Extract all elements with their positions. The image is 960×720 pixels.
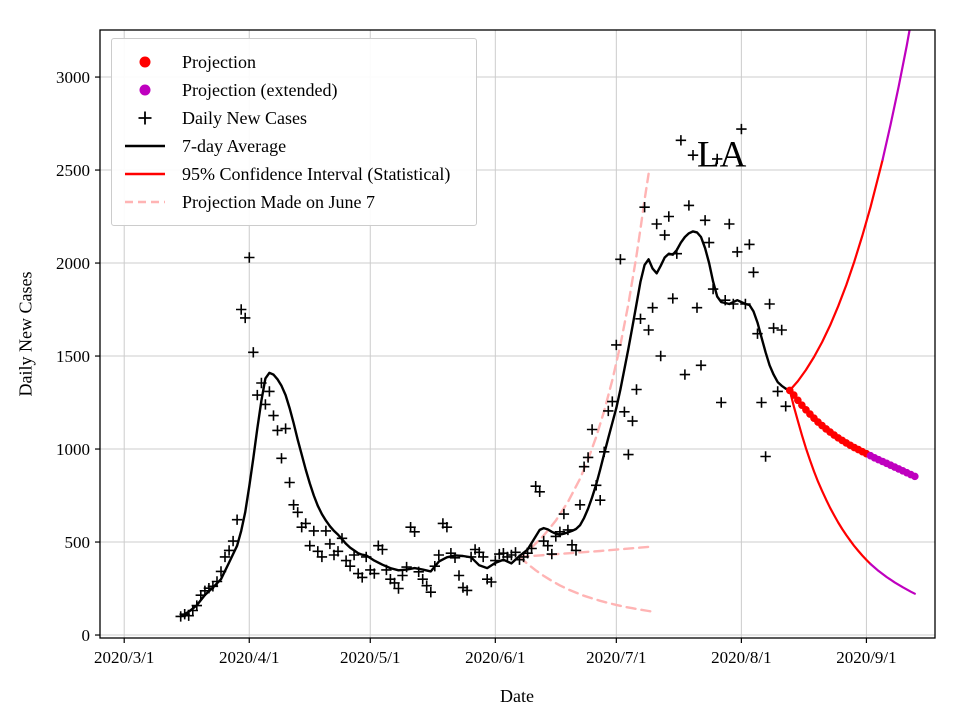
legend-label: 95% Confidence Interval (Statistical) [182,163,451,184]
y-tick-label: 1500 [56,347,90,366]
legend-label: Projection [182,51,256,72]
legend-plus-icon [138,111,152,125]
legend-item: Projection [122,48,450,76]
june7-projection-lower-line [518,555,654,613]
legend-item: 7-day Average [122,132,450,160]
la-annotation: LA [697,134,747,175]
legend-dash-icon [125,200,165,204]
y-tick-label: 1000 [56,440,90,459]
y-tick-label: 3000 [56,68,90,87]
daily-cases-scatter [175,123,791,622]
ci-upper-line [788,158,884,392]
x-axis-label: Date [500,686,534,706]
projection-extended-dots [866,451,919,481]
june7-projection-mid-line [518,545,650,559]
x-tick-label: 2020/9/1 [836,648,896,667]
legend: Projection Projection (extended) Daily New… [111,38,478,226]
x-tick-label: 2020/3/1 [94,648,154,667]
x-tick-label: 2020/5/1 [340,648,400,667]
legend-item: Daily New Cases [122,104,450,132]
legend-item: 95% Confidence Interval (Statistical) [122,160,450,188]
legend-dot-icon [139,84,151,96]
y-tick-label: 0 [82,626,91,645]
x-tick-label: 2020/4/1 [219,648,279,667]
ci-upper-extended-line [881,30,911,161]
legend-label: 7-day Average [182,135,287,156]
y-tick-label: 2000 [56,254,90,273]
ci-lower-line [788,389,872,566]
x-tick-label: 2020/8/1 [711,648,771,667]
june7-projection-upper-line [518,172,650,559]
y-axis-label: Daily New Cases [15,271,36,397]
legend-item: Projection Made on June 7 [122,188,450,216]
legend-line-icon [125,172,165,176]
legend-dot-icon [139,56,151,68]
legend-label: Daily New Cases [182,107,307,128]
projection-dots [785,386,871,458]
legend-label: Projection Made on June 7 [182,191,375,212]
y-tick-label: 500 [65,533,91,552]
legend-line-icon [125,144,165,148]
seven-day-average-line [179,230,791,618]
y-tick-label: 2500 [56,161,90,180]
legend-label: Projection (extended) [182,79,338,100]
x-tick-label: 2020/7/1 [586,648,646,667]
plot-border [99,29,936,639]
ci-lower-extended-line [869,562,916,595]
x-tick-label: 2020/6/1 [465,648,525,667]
legend-item: Projection (extended) [122,76,450,104]
